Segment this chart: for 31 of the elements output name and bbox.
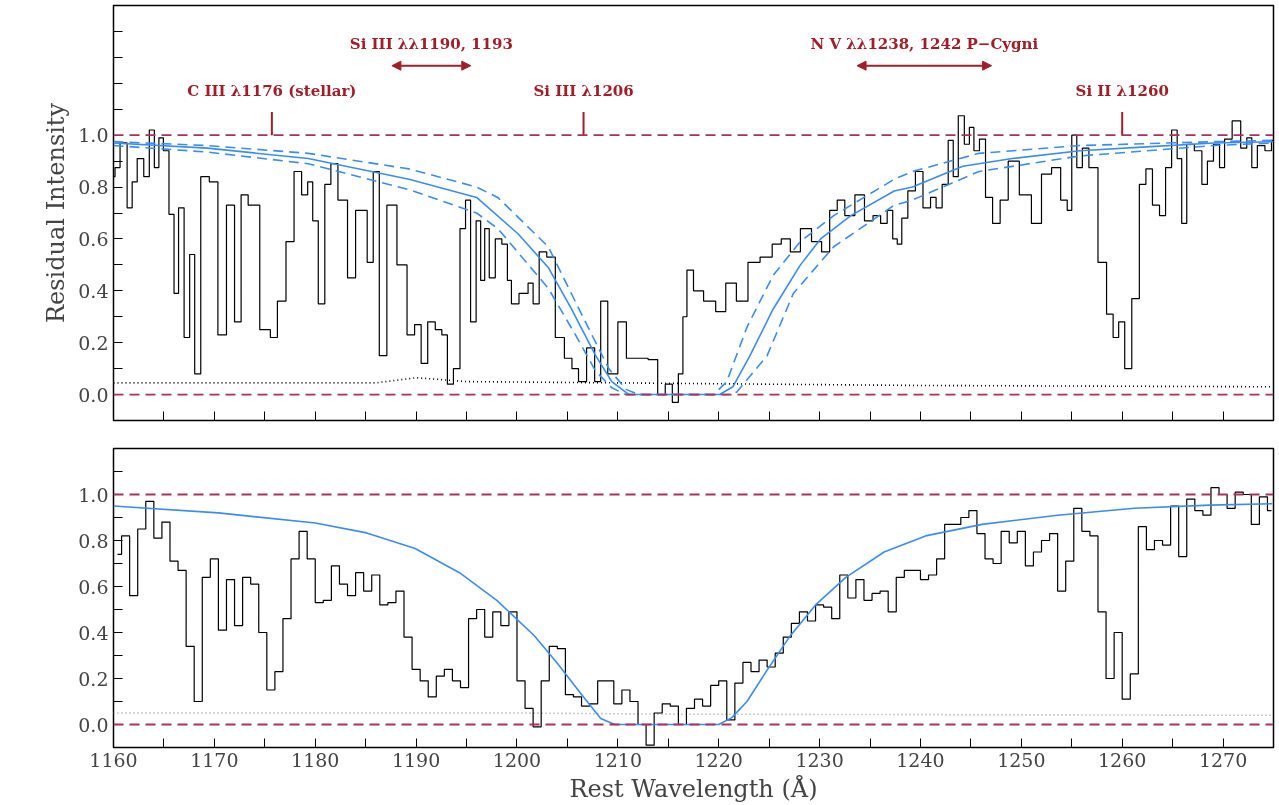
x-tick-label: 1200 (492, 748, 542, 771)
y-axis-title: Residual Intensity (42, 102, 71, 324)
x-axis-title: Rest Wavelength (Å) (569, 773, 818, 803)
y-tick-label: 1.0 (78, 483, 109, 506)
y-tick-label: 0.0 (78, 713, 109, 736)
x-tick-label: 1160 (89, 748, 138, 771)
annotation: Si III λ1206 (533, 81, 634, 100)
x-tick-label: 1260 (1098, 748, 1147, 771)
y-tick-label: 0.4 (78, 279, 109, 302)
x-tick-label: 1190 (391, 748, 441, 771)
y-tick-label: 1.0 (78, 124, 109, 147)
x-tick-label: 1270 (1198, 748, 1248, 771)
annotation: C III λ1176 (stellar) (187, 81, 357, 100)
annotation: N V λλ1238, 1242 P−Cygni (810, 35, 1039, 54)
y-tick-label: 0.0 (78, 383, 109, 406)
y-tick-label: 0.6 (78, 575, 109, 598)
y-tick-label: 0.4 (78, 621, 109, 644)
y-tick-label: 0.2 (78, 331, 109, 354)
annotation: Si II λ1260 (1075, 81, 1169, 100)
x-tick-label: 1180 (291, 748, 340, 771)
y-tick-label: 0.2 (78, 667, 109, 690)
x-tick-label: 1230 (795, 748, 844, 771)
x-tick-label: 1250 (997, 748, 1046, 771)
x-tick-label: 1220 (694, 748, 743, 771)
y-tick-label: 0.8 (78, 176, 109, 199)
x-tick-label: 1210 (593, 748, 643, 771)
y-tick-label: 0.6 (78, 227, 109, 250)
y-tick-label: 0.8 (78, 529, 109, 552)
x-tick-label: 1170 (190, 748, 239, 771)
x-tick-label: 1240 (896, 748, 945, 771)
annotation: Si III λλ1190, 1193 (349, 35, 513, 54)
